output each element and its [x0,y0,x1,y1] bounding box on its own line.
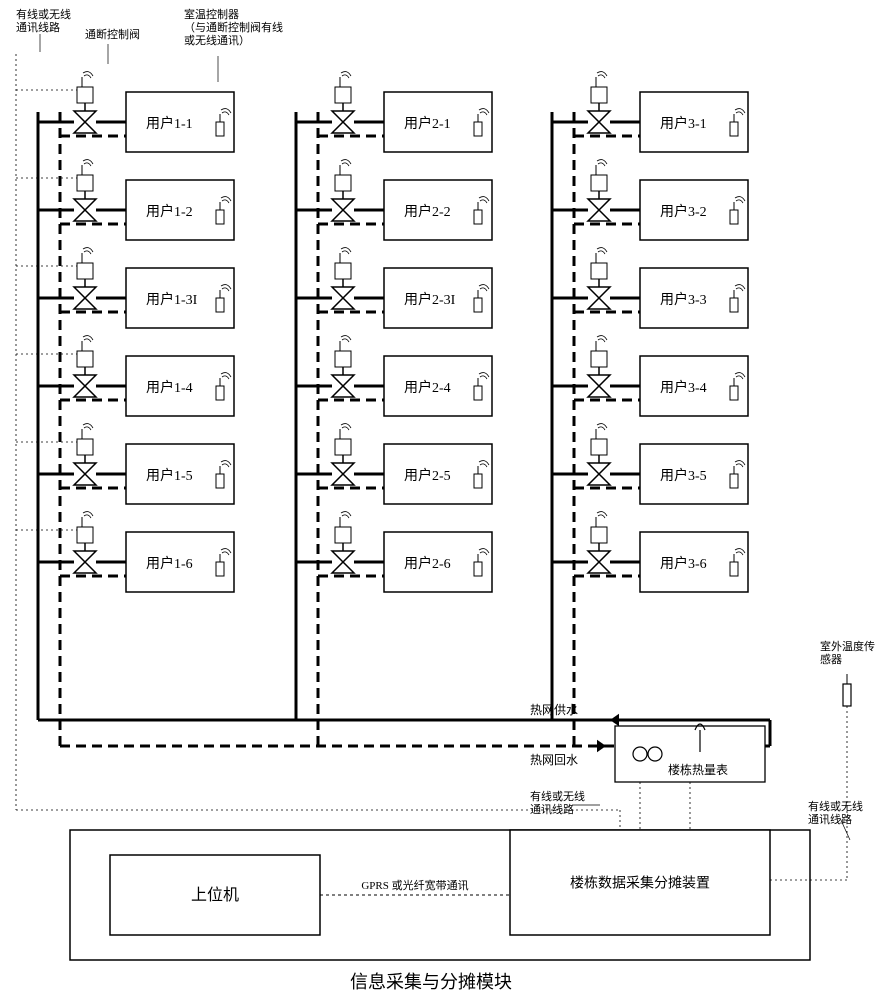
svg-text:有线或无线: 有线或无线 [16,7,71,21]
svg-text:GPRS 或光纤宽带通讯: GPRS 或光纤宽带通讯 [361,878,468,892]
svg-text:有线或无线: 有线或无线 [808,799,863,813]
svg-text:通讯线路: 通讯线路 [808,812,852,826]
svg-text:用户1-1: 用户1-1 [146,115,193,132]
svg-text:用户2-3I: 用户2-3I [404,291,456,308]
svg-text:用户3-6: 用户3-6 [660,555,707,572]
svg-text:楼栋热量表: 楼栋热量表 [668,762,728,777]
svg-text:用户2-5: 用户2-5 [404,467,451,484]
svg-text:用户2-1: 用户2-1 [404,115,451,132]
svg-text:热网供水: 热网供水 [530,703,578,717]
svg-text:用户1-6: 用户1-6 [146,555,193,572]
svg-text:用户3-1: 用户3-1 [660,115,707,132]
svg-text:（与通断控制阀有线: （与通断控制阀有线 [184,20,283,34]
svg-text:热网回水: 热网回水 [530,753,578,767]
svg-text:或无线通讯）: 或无线通讯） [184,33,250,47]
svg-text:用户2-4: 用户2-4 [404,379,451,396]
caption: 信息采集与分摊模块 [350,968,512,994]
svg-text:通断控制阀: 通断控制阀 [85,27,140,41]
svg-text:用户3-5: 用户3-5 [660,467,707,484]
svg-text:上位机: 上位机 [191,886,239,904]
svg-text:用户1-4: 用户1-4 [146,379,193,396]
svg-text:感器: 感器 [820,653,842,666]
svg-text:用户1-2: 用户1-2 [146,203,193,220]
svg-text:楼栋数据采集分摊装置: 楼栋数据采集分摊装置 [570,875,710,892]
svg-text:室温控制器: 室温控制器 [184,7,239,21]
svg-text:有线或无线: 有线或无线 [530,789,585,803]
svg-text:用户2-2: 用户2-2 [404,203,451,220]
svg-text:用户3-3: 用户3-3 [660,291,707,308]
svg-text:用户3-2: 用户3-2 [660,203,707,220]
svg-text:通讯线路: 通讯线路 [16,20,60,34]
svg-text:通讯线路: 通讯线路 [530,802,574,816]
svg-text:用户2-6: 用户2-6 [404,555,451,572]
svg-text:用户3-4: 用户3-4 [660,379,707,396]
svg-text:用户1-3I: 用户1-3I [146,291,198,308]
svg-text:用户1-5: 用户1-5 [146,467,193,484]
svg-text:室外温度传: 室外温度传 [820,639,875,653]
